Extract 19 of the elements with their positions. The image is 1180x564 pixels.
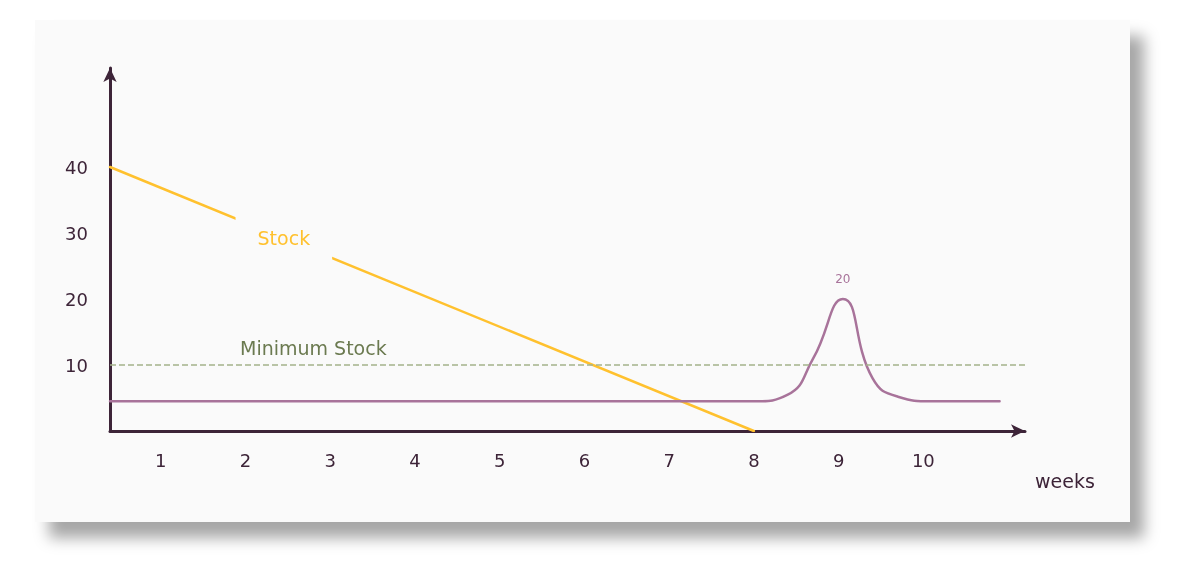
y-tick-label: 30 — [65, 222, 88, 244]
x-tick-label: 8 — [748, 449, 760, 471]
x-tick-label: 10 — [911, 449, 935, 471]
data-label: 20 — [835, 272, 851, 286]
x-tick-label: 6 — [578, 449, 591, 471]
x-tick-label: 3 — [324, 449, 336, 471]
x-axis-title: weeks — [1035, 469, 1095, 492]
series-label: Stock — [257, 227, 311, 250]
x-tick-label: 2 — [239, 449, 252, 471]
y-tick-label: 10 — [65, 354, 88, 376]
x-tick-label: 9 — [832, 449, 845, 471]
y-tick-label: 40 — [65, 156, 88, 178]
line-series — [108, 297, 1001, 403]
y-tick-label: 20 — [65, 288, 88, 310]
ref-line-label: Minimum Stock — [240, 336, 387, 359]
x-tick-label: 4 — [409, 449, 421, 471]
x-tick-label: 1 — [155, 449, 167, 471]
x-tick-label: 5 — [494, 449, 506, 471]
x-tick-label: 7 — [663, 449, 675, 471]
